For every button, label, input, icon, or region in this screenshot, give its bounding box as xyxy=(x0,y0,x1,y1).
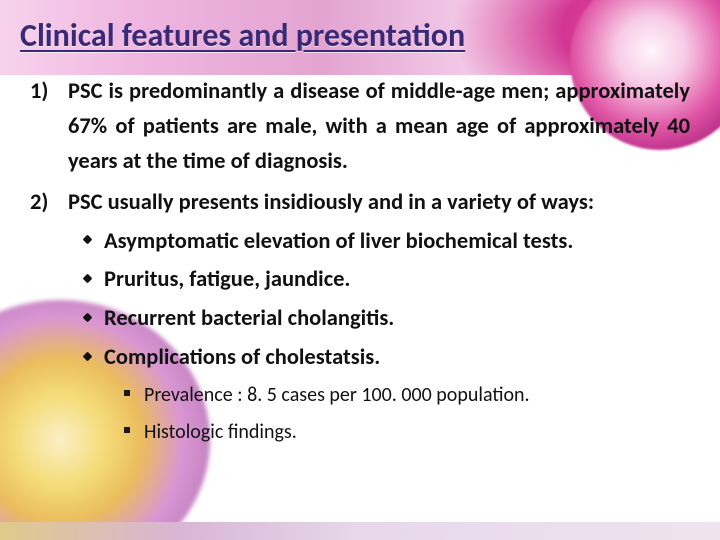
list-item: PSC is predominantly a disease of middle… xyxy=(30,75,690,180)
slide: Clinical features and presentation PSC i… xyxy=(0,0,720,540)
sub2-item: Histologic findings. xyxy=(108,417,690,448)
sub-item: Pruritus, fatigue, jaundice. xyxy=(68,263,690,298)
sub-item: Asymptomatic elevation of liver biochemi… xyxy=(68,225,690,260)
list-item: PSC usually presents insidiously and in … xyxy=(30,186,690,448)
sub2-item: Prevalence : 8. 5 cases per 100. 000 pop… xyxy=(108,380,690,411)
main-list: PSC is predominantly a disease of middle… xyxy=(30,75,690,448)
sub2-list: Prevalence : 8. 5 cases per 100. 000 pop… xyxy=(108,380,690,448)
sub-item: Complications of cholestatsis. Prevalenc… xyxy=(68,341,690,448)
sub-item-text: Complications of cholestatsis. xyxy=(104,344,380,371)
sub-item: Recurrent bacterial cholangitis. xyxy=(68,302,690,337)
sub-list: Asymptomatic elevation of liver biochemi… xyxy=(68,225,690,449)
page-title: Clinical features and presentation xyxy=(20,16,690,55)
list-item-text: PSC usually presents insidiously and in … xyxy=(68,189,594,216)
